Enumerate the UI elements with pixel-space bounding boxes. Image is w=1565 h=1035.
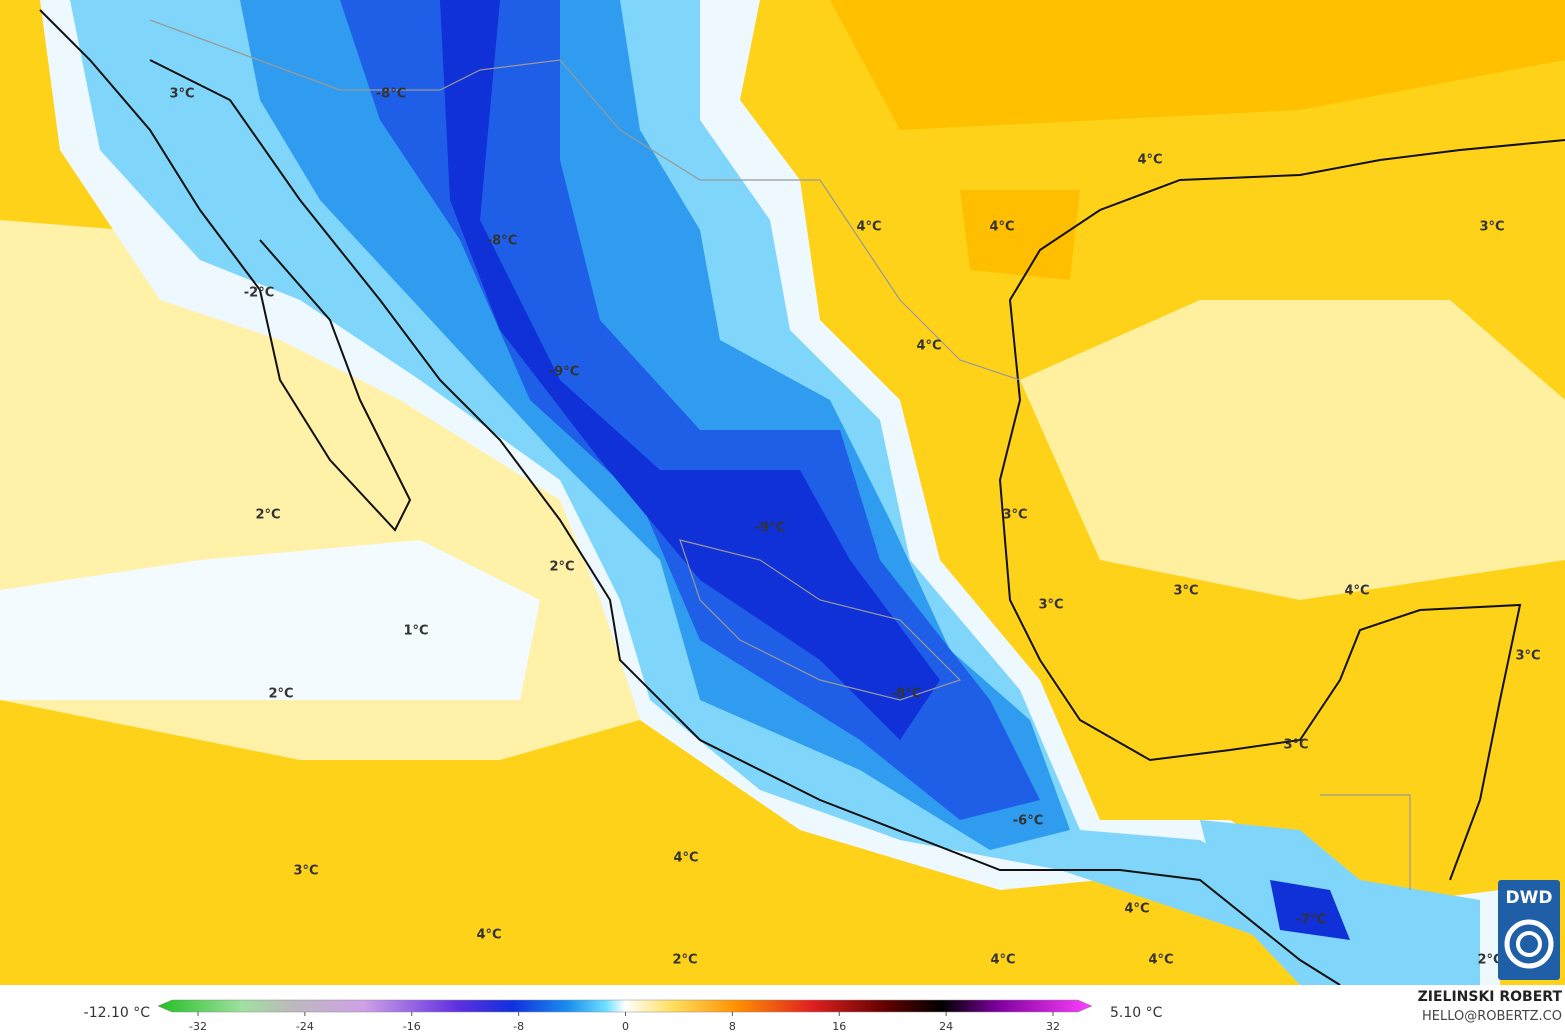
temperature-label: 4°C — [673, 851, 698, 866]
temperature-label: -8°C — [487, 234, 517, 249]
temperature-label: 3°C — [169, 87, 194, 102]
temperature-label: 1°C — [403, 624, 428, 639]
temperature-label: 3°C — [1002, 508, 1027, 523]
colorbar-tick-label: -16 — [403, 1020, 421, 1033]
temperature-label: 4°C — [990, 953, 1015, 968]
colorbar-tick-label: 8 — [729, 1020, 736, 1033]
logo-text: DWD — [1506, 888, 1553, 908]
temperature-label: -8°C — [376, 87, 406, 102]
credit-author: ZIELINSKI ROBERT — [1418, 989, 1563, 1005]
colorbar-tick-label: 16 — [832, 1020, 846, 1033]
temperature-label: 2°C — [549, 560, 574, 575]
temperature-label: 4°C — [916, 339, 941, 354]
colorbar-tick-label: -8 — [513, 1020, 524, 1033]
colorbar-tick-label: 32 — [1046, 1020, 1060, 1033]
colorbar-tick-label: 0 — [622, 1020, 629, 1033]
colorbar-max: 5.10 °C — [1110, 1005, 1163, 1021]
colorbar-tick-label: 24 — [939, 1020, 953, 1033]
temperature-label: -6°C — [1013, 814, 1043, 829]
temperature-label: 4°C — [1344, 584, 1369, 599]
temperature-label: 3°C — [1515, 649, 1540, 664]
temperature-label: 3°C — [293, 864, 318, 879]
temperature-label: 4°C — [1124, 902, 1149, 917]
temperature-label: 3°C — [1479, 220, 1504, 235]
coastlines — [39, 9, 1565, 986]
temperature-labels: 3°C -8°C 4°C -8°C 4°C 4°C 3°C -2°C 4°C -9°C 2°C -9°… — [169, 87, 1540, 968]
temperature-label: 4°C — [476, 928, 501, 943]
temperature-label: 3°C — [1038, 598, 1063, 613]
colorbar-min: -12.10 °C — [84, 1005, 151, 1021]
colorbar: -12.10 °C 5.10 °C -32 -24 -16 -8 0 8 16 24 32 — [84, 999, 1163, 1033]
temperature-label: 4°C — [989, 220, 1014, 235]
temperature-label: 2°C — [255, 508, 280, 523]
temperature-label: 4°C — [1148, 953, 1173, 968]
temperature-label: -9°C — [755, 521, 785, 536]
credit-email: HELLO@ROBERTZ.CO — [1422, 1009, 1562, 1024]
logo: DWD — [1498, 880, 1560, 980]
temperature-label: 2°C — [268, 687, 293, 702]
temperature-label: -9°C — [549, 365, 579, 380]
temperature-label: 4°C — [1137, 153, 1162, 168]
colorbar-scale — [157, 999, 1093, 1013]
colorbar-tick-label: -32 — [189, 1020, 207, 1033]
temperature-label: -8°C — [891, 687, 921, 702]
colorbar-tick-label: -24 — [296, 1020, 314, 1033]
temperature-label: 2°C — [1477, 953, 1502, 968]
temperature-label: -2°C — [244, 286, 274, 301]
temperature-label: 4°C — [856, 220, 881, 235]
temperature-label: 3°C — [1283, 738, 1308, 753]
temperature-label: 3°C — [1173, 584, 1198, 599]
map-field — [0, 0, 1565, 985]
temperature-label: -7°C — [1296, 913, 1326, 928]
temperature-label: 2°C — [672, 953, 697, 968]
